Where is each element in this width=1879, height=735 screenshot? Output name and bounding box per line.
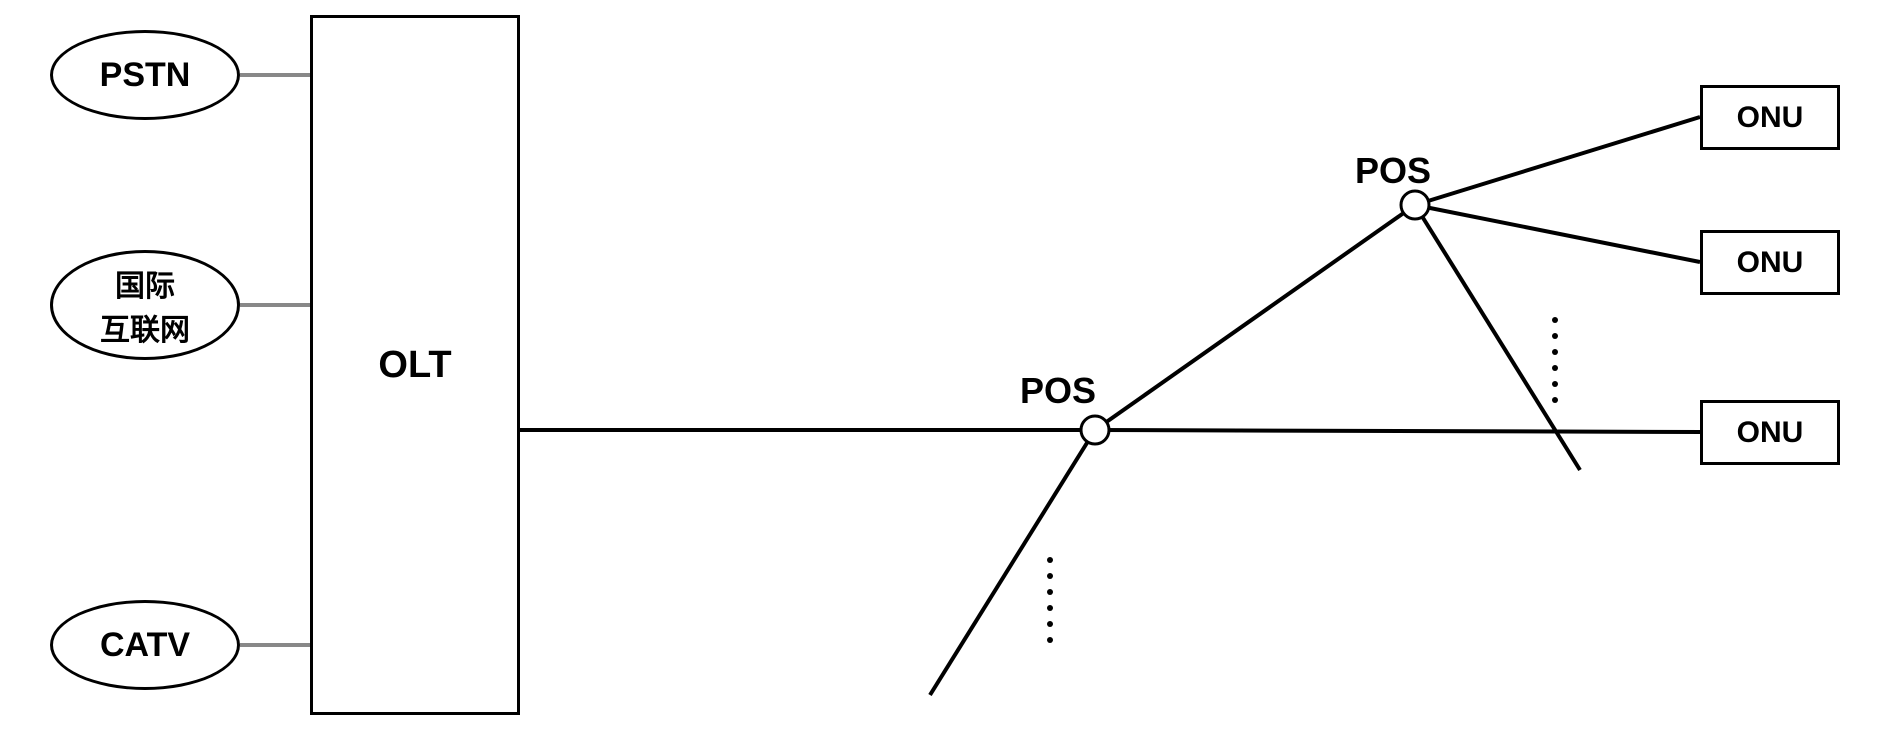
catv-label: CATV — [100, 626, 190, 665]
onu2-label: ONU — [1737, 246, 1804, 280]
pos1-label: POS — [1020, 370, 1096, 412]
catv-node: CATV — [50, 600, 240, 690]
pos1-text: POS — [1020, 370, 1096, 411]
pstn-node: PSTN — [50, 30, 240, 120]
olt-label: OLT — [378, 344, 451, 387]
pos2-text: POS — [1355, 150, 1431, 191]
onu1-node: ONU — [1700, 85, 1840, 150]
internet-node: 国际互联网 — [50, 250, 240, 360]
onu3-label: ONU — [1737, 416, 1804, 450]
pos2-label: POS — [1355, 150, 1431, 192]
onu1-label: ONU — [1737, 101, 1804, 135]
pstn-label: PSTN — [100, 56, 191, 95]
internet-label: 国际互联网 — [100, 261, 190, 349]
diagram-svg — [0, 0, 1879, 735]
olt-node: OLT — [310, 15, 520, 715]
onu3-node: ONU — [1700, 400, 1840, 465]
onu2-node: ONU — [1700, 230, 1840, 295]
